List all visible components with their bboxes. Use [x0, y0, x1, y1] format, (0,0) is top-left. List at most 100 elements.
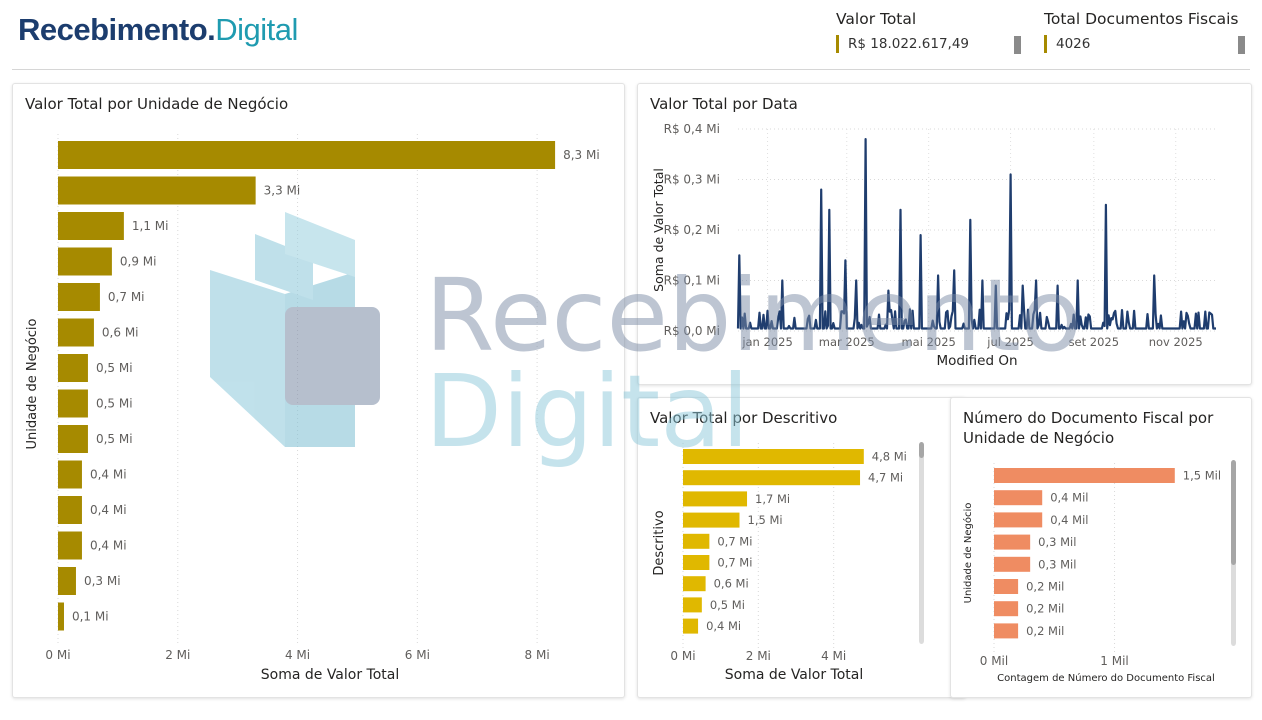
data-label: 0,4 Mi	[706, 619, 741, 633]
panel-valor-por-descritivo[interactable]: Valor Total por Descritivo 4,8 Mi 4,7 Mi 1…	[637, 397, 966, 698]
panel-valor-por-unidade[interactable]: Valor Total por Unidade de Negócio 8,3 M…	[12, 83, 625, 698]
bar	[994, 512, 1043, 528]
x-tick-label: nov 2025	[1149, 335, 1203, 349]
logo-part-1: Recebimento.	[18, 12, 216, 47]
data-label: 0,7 Mi	[108, 290, 145, 304]
kpi-valor-total[interactable]: Valor Total R$ 18.022.617,49	[836, 10, 1022, 54]
kpi-total-documentos[interactable]: Total Documentos Fiscais 4026	[1044, 10, 1246, 54]
x-tick-label: 4 Mi	[285, 648, 310, 662]
bar	[58, 318, 94, 347]
data-label: 0,4 Mil	[1050, 513, 1088, 527]
data-label: 8,3 Mi	[563, 148, 600, 162]
data-label: 4,8 Mi	[872, 450, 907, 464]
kpi-scrollbar[interactable]	[1014, 36, 1021, 54]
bar	[683, 618, 699, 634]
bar	[58, 567, 76, 595]
chart-valor-por-unidade: 8,3 Mi 3,3 Mi 1,1 Mi 0,9 Mi 0,7 Mi 0,6 Mi 0,5 …	[25, 134, 600, 683]
chart-documentos-por-unidade: 1,5 Mil 0,4 Mil 0,4 Mil 0,3 Mil 0,3 Mil 0,2 M…	[962, 460, 1236, 684]
bar	[994, 534, 1031, 550]
data-label: 0,3 Mil	[1038, 535, 1076, 549]
x-tick-label: jul 2025	[986, 335, 1034, 349]
data-label: 0,5 Mi	[710, 598, 745, 612]
panel-documentos-por-unidade[interactable]: Número do Documento Fiscal por Unidade d…	[950, 397, 1252, 698]
data-label: 1,5 Mil	[1183, 469, 1221, 483]
data-label: 0,6 Mi	[102, 326, 139, 340]
bar	[683, 470, 861, 486]
bar	[58, 496, 82, 524]
chart-title: Valor Total por Descritivo	[650, 409, 838, 427]
bar	[58, 425, 88, 453]
chart-valor-por-data: R$ 0,0 Mi R$ 0,1 Mi R$ 0,2 Mi R$ 0,3 Mi R$ 0…	[651, 122, 1216, 369]
data-label: 0,1 Mi	[72, 610, 109, 624]
data-label: 0,2 Mil	[1026, 580, 1064, 594]
x-tick-label: 0 Mi	[670, 649, 695, 663]
kpi-accent-bar	[1044, 35, 1047, 53]
y-tick-label: R$ 0,3 Mi	[664, 173, 720, 187]
bar	[683, 597, 702, 613]
y-axis-title: Soma de Valor Total	[651, 168, 666, 292]
data-label: 0,2 Mil	[1026, 602, 1064, 616]
y-axis-title: Unidade de Negócio	[25, 318, 40, 449]
bar	[58, 212, 124, 240]
bar	[58, 531, 82, 560]
series-line	[736, 138, 1216, 330]
y-tick-label: R$ 0,4 Mi	[664, 122, 720, 136]
scrollbar-track	[919, 442, 924, 644]
bar	[994, 601, 1019, 617]
x-axis-title: Modified On	[936, 353, 1017, 369]
data-label: 0,5 Mi	[96, 397, 133, 411]
x-tick-label: 0 Mil	[980, 654, 1008, 668]
bar	[683, 449, 864, 464]
chart-title: Valor Total por Data	[650, 95, 798, 113]
x-tick-label: 2 Mi	[165, 648, 190, 662]
kpi-label: Total Documentos Fiscais	[1044, 10, 1239, 28]
kpi-value: 4026	[1056, 36, 1091, 52]
logo-part-2: Digital	[215, 12, 298, 47]
bar	[994, 490, 1043, 506]
bar	[683, 491, 748, 507]
bar	[58, 141, 556, 169]
bar	[58, 283, 100, 311]
chart-valor-por-descritivo: 4,8 Mi 4,7 Mi 1,7 Mi 1,5 Mi 0,7 Mi 0,7 Mi 0,6 …	[652, 442, 924, 683]
bar	[683, 576, 706, 592]
x-tick-label: 0 Mi	[45, 648, 70, 662]
kpi-value: R$ 18.022.617,49	[848, 36, 970, 52]
x-tick-label: 4 Mi	[821, 649, 846, 663]
bar	[994, 556, 1031, 572]
bar	[683, 555, 710, 570]
data-label: 0,4 Mi	[90, 468, 127, 482]
y-tick-label: R$ 0,1 Mi	[664, 274, 720, 288]
bar	[994, 623, 1019, 639]
y-tick-label: R$ 0,0 Mi	[664, 324, 720, 338]
x-tick-label: mai 2025	[901, 335, 955, 349]
app-logo: Recebimento.Digital	[18, 12, 298, 48]
kpi-label: Valor Total	[836, 10, 917, 28]
panel-valor-por-data[interactable]: Valor Total por Data R$ 0,0 Mi R$ 0,1 Mi R…	[637, 83, 1252, 385]
data-label: 0,4 Mil	[1050, 491, 1088, 505]
data-label: 0,3 Mi	[84, 574, 121, 588]
data-label: 1,7 Mi	[755, 492, 790, 506]
scrollbar-thumb	[1231, 460, 1236, 565]
bar	[994, 468, 1175, 483]
y-axis-title: Descritivo	[652, 510, 667, 575]
kpi-accent-bar	[836, 35, 839, 53]
bar	[683, 533, 710, 549]
data-label: 0,2 Mil	[1026, 624, 1064, 638]
x-tick-label: 1 Mil	[1100, 654, 1128, 668]
x-tick-label: set 2025	[1069, 335, 1120, 349]
data-label: 1,5 Mi	[748, 513, 783, 527]
data-label: 0,4 Mi	[90, 539, 127, 553]
x-axis-title: Soma de Valor Total	[725, 667, 864, 683]
header-divider	[12, 69, 1250, 70]
x-tick-label: 8 Mi	[525, 648, 550, 662]
data-label: 1,1 Mi	[132, 219, 169, 233]
chart-title: Número do Documento Fiscal por Unidade d…	[963, 409, 1214, 447]
data-label: 0,5 Mi	[96, 432, 133, 446]
bar	[994, 579, 1019, 594]
scrollbar-thumb	[919, 442, 924, 458]
y-tick-label: R$ 0,2 Mi	[664, 223, 720, 237]
data-label: 0,7 Mi	[717, 556, 752, 570]
kpi-scrollbar[interactable]	[1238, 36, 1245, 54]
x-tick-label: 2 Mi	[746, 649, 771, 663]
data-label: 0,9 Mi	[120, 255, 157, 269]
